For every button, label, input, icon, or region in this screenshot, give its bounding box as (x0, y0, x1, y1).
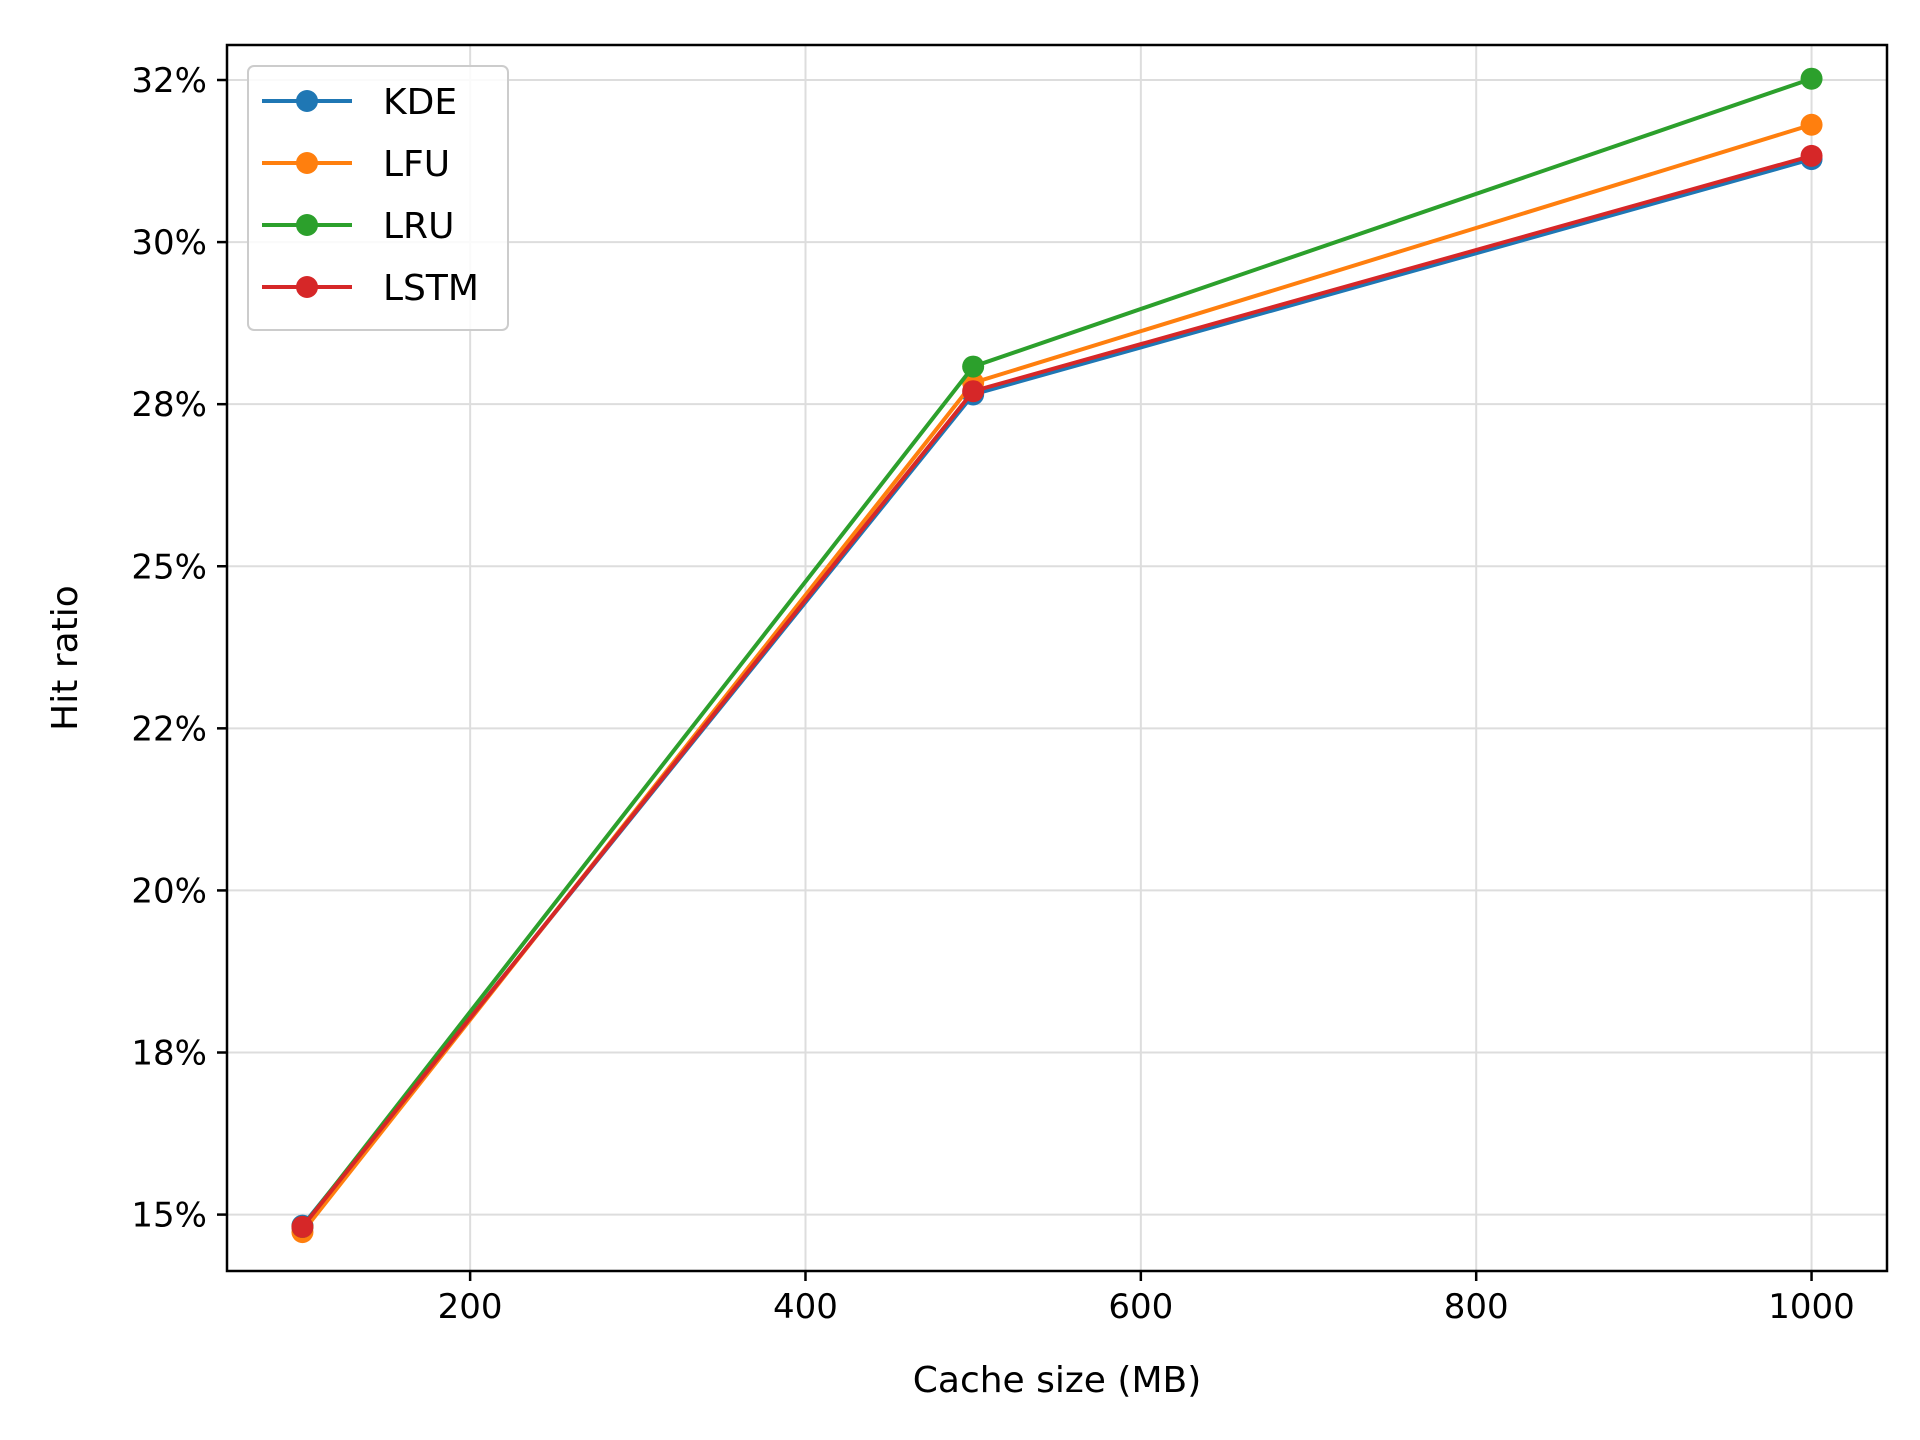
legend-label: LFU (383, 144, 450, 185)
x-tick-label: 600 (1108, 1287, 1173, 1327)
x-tick-label: 1000 (1768, 1287, 1855, 1327)
y-tick-label: 32% (131, 61, 207, 101)
y-tick-label: 22% (131, 709, 207, 749)
series-lfu (291, 113, 1823, 1244)
y-tick-label: 25% (131, 547, 207, 587)
legend-box (247, 65, 509, 331)
data-point-lru (1800, 67, 1823, 90)
y-tick-label: 15% (131, 1196, 207, 1236)
legend-entry-lfu: LFU (262, 144, 450, 185)
series-layer (291, 67, 1823, 1244)
x-tick-label: 800 (1444, 1287, 1509, 1327)
y-tick-label: 28% (131, 385, 207, 425)
series-line-lru (300, 76, 1813, 1229)
series-lstm (291, 144, 1823, 1238)
series-line-lstm (300, 153, 1813, 1229)
data-point-lfu (1800, 113, 1823, 136)
legend-swatch-marker (296, 90, 318, 112)
x-tick-label: 200 (438, 1287, 503, 1327)
series-lru (291, 67, 1823, 1238)
legend-label: KDE (383, 82, 457, 123)
legend-label: LSTM (383, 268, 479, 309)
legend-label: LRU (383, 206, 454, 247)
data-point-lstm (962, 380, 985, 403)
x-tick-label: 400 (773, 1287, 838, 1327)
legend-entry-kde: KDE (262, 82, 457, 123)
series-line-lfu (300, 122, 1813, 1234)
y-axis-label: Hit ratio (45, 585, 86, 731)
data-point-lru (962, 355, 985, 378)
legend-entry-lru: LRU (262, 206, 454, 247)
legend-entry-lstm: LSTM (262, 268, 479, 309)
legend-swatch-marker (296, 214, 318, 236)
ticks: 200 400 600 800 1000 15% 18% 20% 22% 25% 28% 30% 32% (131, 61, 1854, 1327)
legend-swatch-marker (296, 152, 318, 174)
data-point-lstm (291, 1215, 314, 1238)
y-tick-label: 30% (131, 223, 207, 263)
x-axis-label: Cache size (MB) (913, 1360, 1202, 1401)
series-line-kde (300, 157, 1813, 1227)
y-tick-label: 20% (131, 871, 207, 911)
legend-swatch-marker (296, 276, 318, 298)
series-kde (291, 148, 1823, 1237)
y-tick-label: 18% (131, 1034, 207, 1074)
legend: KDE LFU LRU LSTM (247, 65, 509, 331)
plot-area-frame (225, 43, 1889, 1273)
data-point-lstm (1800, 144, 1823, 167)
